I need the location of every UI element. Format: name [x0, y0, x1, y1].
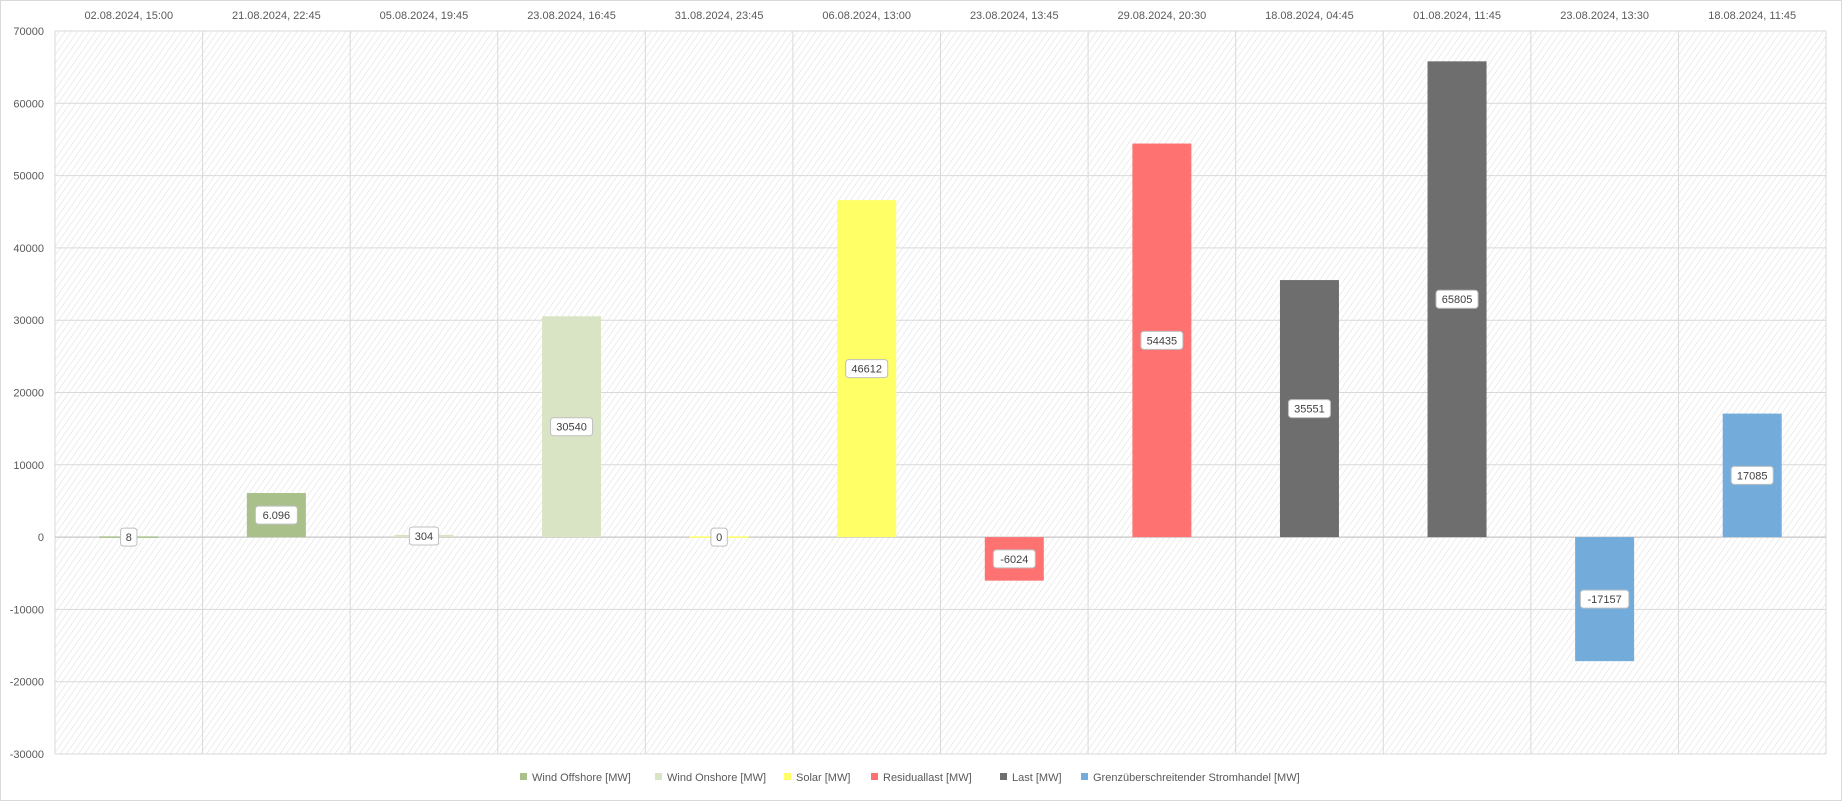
x-tick-label: 18.08.2024, 04:45: [1265, 10, 1354, 22]
legend-swatch: [655, 773, 662, 780]
legend-label: Last [MW]: [1012, 772, 1062, 784]
data-label-box: [1435, 289, 1479, 309]
data-label: 46612: [851, 364, 882, 376]
y-tick-label: 30000: [13, 315, 44, 327]
data-label-box: [1287, 399, 1331, 419]
y-tick-label: 60000: [13, 98, 44, 110]
data-label: 6.096: [263, 510, 291, 522]
y-tick-label: 40000: [13, 243, 44, 255]
data-label: 65805: [1442, 294, 1473, 306]
x-tick-label: 31.08.2024, 23:45: [675, 10, 764, 22]
legend-swatch: [871, 773, 878, 780]
y-tick-label: 50000: [13, 171, 44, 183]
x-tick-label: 23.08.2024, 16:45: [527, 10, 616, 22]
legend-label: Grenzüberschreitender Stromhandel [MW]: [1093, 772, 1300, 784]
data-label-box: [120, 527, 138, 547]
x-tick-label: 18.08.2024, 11:45: [1708, 10, 1796, 22]
data-label: 35551: [1294, 404, 1325, 416]
data-label-box: [845, 359, 889, 379]
y-tick-label: 70000: [13, 26, 44, 38]
data-label: -6024: [1000, 554, 1028, 566]
data-label-box: [710, 527, 728, 547]
data-label-box: [408, 526, 440, 546]
x-tick-label: 01.08.2024, 11:45: [1413, 10, 1501, 22]
data-label-box: [1579, 589, 1630, 609]
legend-swatch: [1081, 773, 1088, 780]
data-label-box: [254, 505, 298, 525]
y-axis: 70000 60000 50000 40000 30000 20000 10000 0 -100…: [10, 26, 44, 761]
x-tick-label: 23.08.2024, 13:45: [970, 10, 1059, 22]
data-label-box: [1140, 330, 1184, 350]
legend: Wind Offshore [MW] Wind Onshore [MW] Solar…: [520, 772, 1300, 784]
x-tick-label: 05.08.2024, 19:45: [380, 10, 469, 22]
data-label-box: [992, 549, 1036, 569]
y-tick-label: -10000: [10, 604, 44, 616]
legend-swatch: [520, 773, 527, 780]
x-tick-label: 23.08.2024, 13:30: [1560, 10, 1649, 22]
y-tick-label: -20000: [10, 677, 44, 689]
y-tick-label: 0: [38, 532, 44, 544]
x-tick-label: 21.08.2024, 22:45: [232, 10, 321, 22]
data-label: 17085: [1737, 470, 1768, 482]
legend-label: Solar [MW]: [796, 772, 850, 784]
legend-swatch: [784, 773, 791, 780]
legend-label: Wind Offshore [MW]: [532, 772, 631, 784]
y-tick-label: 10000: [13, 460, 44, 472]
data-label: 54435: [1147, 335, 1178, 347]
data-label: -17157: [1587, 594, 1621, 606]
data-label: 30540: [556, 422, 587, 434]
legend-label: Residuallast [MW]: [883, 772, 972, 784]
x-axis-categories: 02.08.2024, 15:00 21.08.2024, 22:45 05.08.…: [84, 10, 1796, 22]
data-label-box: [550, 417, 594, 437]
y-tick-label: 20000: [13, 388, 44, 400]
y-tick-label: -30000: [10, 749, 44, 761]
x-tick-label: 02.08.2024, 15:00: [84, 10, 173, 22]
legend-swatch: [1000, 773, 1007, 780]
data-labels: 8 6.096 304 30540 0 46612 -6024 54435 35551 65805…: [120, 289, 1774, 609]
data-label: 0: [716, 532, 722, 544]
data-label: 8: [126, 532, 132, 544]
x-tick-label: 29.08.2024, 20:30: [1118, 10, 1207, 22]
x-tick-label: 06.08.2024, 13:00: [822, 10, 911, 22]
data-label: 304: [415, 531, 433, 543]
data-label-box: [1730, 465, 1774, 485]
legend-label: Wind Onshore [MW]: [667, 772, 766, 784]
